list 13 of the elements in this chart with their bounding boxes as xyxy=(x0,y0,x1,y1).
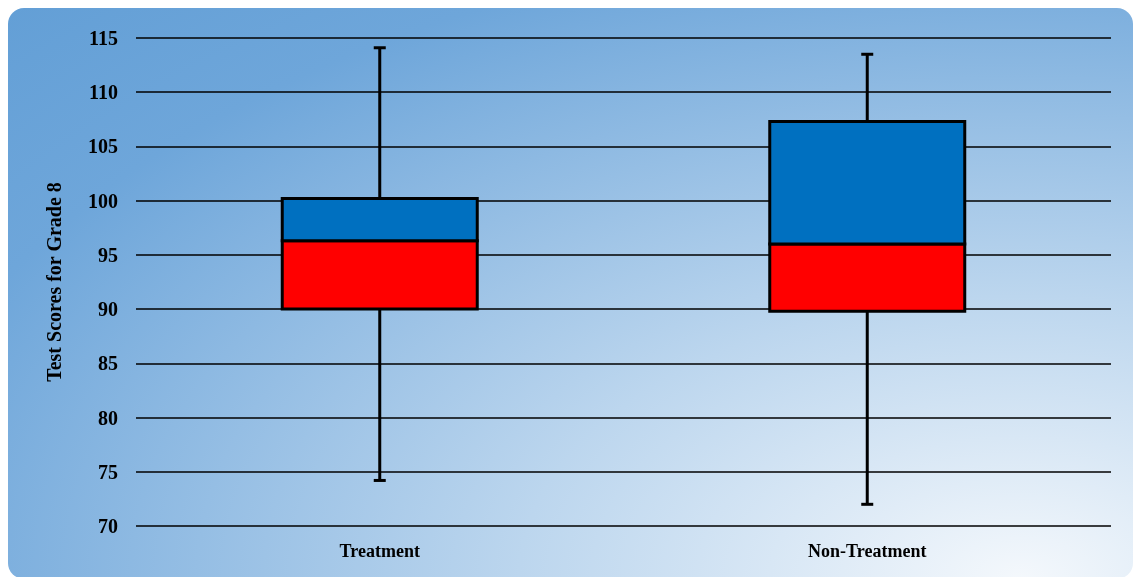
y-tick-label: 90 xyxy=(98,298,118,321)
y-axis-title: Test Scores for Grade 8 xyxy=(43,182,65,382)
y-tick-label: 105 xyxy=(88,135,118,158)
y-tick-label: 70 xyxy=(98,515,118,537)
y-tick-label: 75 xyxy=(98,460,118,483)
y-tick-label: 110 xyxy=(89,81,118,104)
y-tick-label: 80 xyxy=(98,406,118,429)
y-tick-label: 115 xyxy=(89,27,118,49)
x-tick-label: Non-Treatment xyxy=(808,541,927,561)
x-tick-label: Treatment xyxy=(339,541,420,561)
y-tick-label: 95 xyxy=(98,243,118,266)
y-tick-label: 100 xyxy=(88,189,118,212)
y-tick-label: 85 xyxy=(98,352,118,375)
